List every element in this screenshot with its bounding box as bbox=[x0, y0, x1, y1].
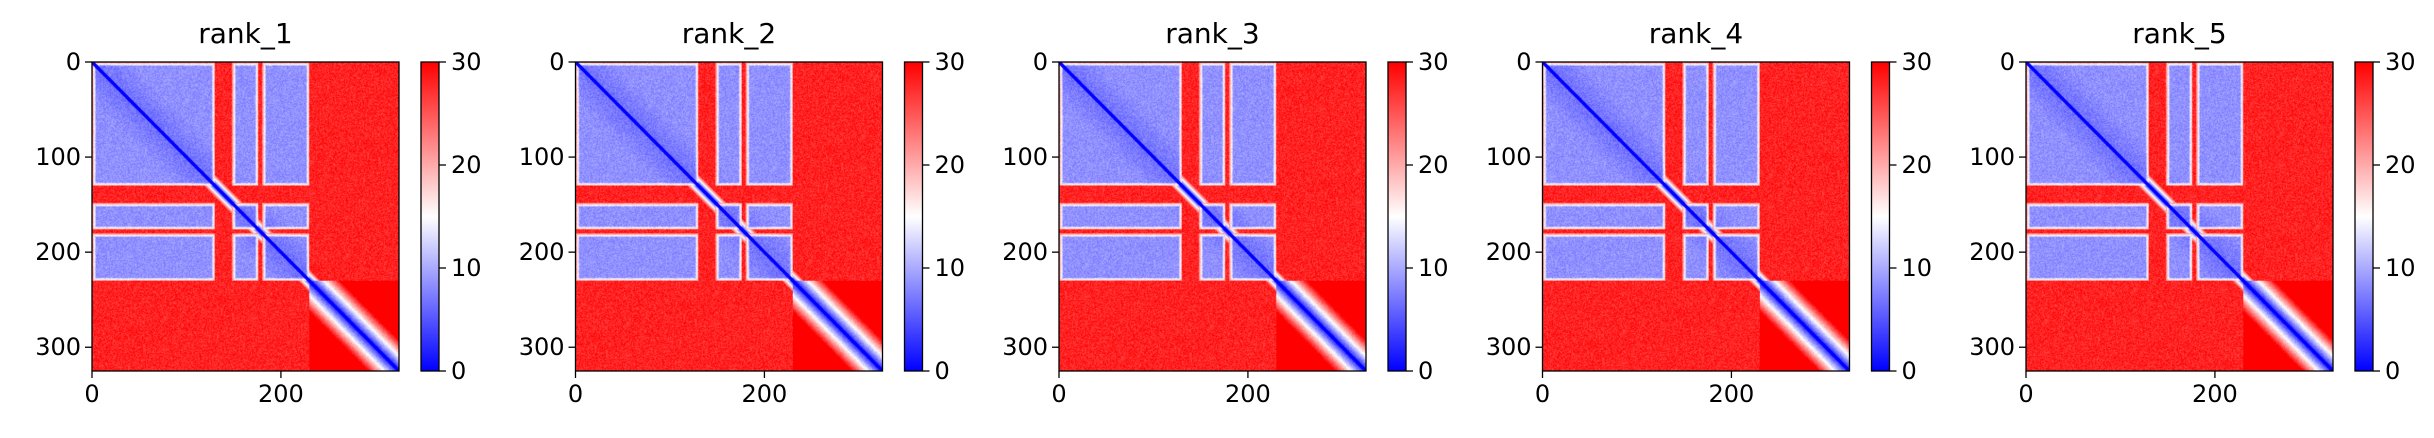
heatmap-image bbox=[92, 62, 399, 371]
heatmap-frame bbox=[574, 61, 884, 372]
heatmap-image bbox=[2026, 62, 2333, 371]
heatmap-image bbox=[1059, 62, 1366, 371]
colorbar-tick-label: 20 bbox=[1902, 151, 1933, 179]
panel-title: rank_5 bbox=[2132, 17, 2226, 50]
y-tick-label: 300 bbox=[1002, 333, 1048, 361]
colorbar bbox=[1387, 61, 1407, 372]
colorbar-tick-label: 0 bbox=[1418, 357, 1433, 385]
y-tick-label: 200 bbox=[1969, 238, 2015, 266]
y-tick-label: 0 bbox=[1033, 48, 1048, 76]
y-tick-label: 300 bbox=[1969, 333, 2015, 361]
colorbar-tick-label: 20 bbox=[1418, 151, 1449, 179]
panel-title: rank_3 bbox=[1165, 17, 1259, 50]
x-tick-label: 0 bbox=[2018, 380, 2033, 408]
y-tick-label: 0 bbox=[2000, 48, 2015, 76]
heatmap-frame bbox=[1541, 61, 1851, 372]
y-tick-label: 100 bbox=[519, 143, 565, 171]
colorbar-tick-label: 30 bbox=[2385, 48, 2416, 76]
panel-title: rank_4 bbox=[1649, 17, 1743, 50]
colorbar-tick-label: 0 bbox=[1902, 357, 1917, 385]
colorbar-tick-label: 30 bbox=[451, 48, 482, 76]
x-tick-label: 200 bbox=[258, 380, 304, 408]
y-tick-label: 300 bbox=[519, 333, 565, 361]
y-tick-label: 100 bbox=[1969, 143, 2015, 171]
y-tick-label: 200 bbox=[35, 238, 81, 266]
y-tick-label: 100 bbox=[35, 143, 81, 171]
y-tick-label: 200 bbox=[1002, 238, 1048, 266]
y-tick-label: 0 bbox=[66, 48, 81, 76]
colorbar-tick-label: 20 bbox=[2385, 151, 2416, 179]
x-tick-label: 200 bbox=[1709, 380, 1755, 408]
colorbar-tick-label: 10 bbox=[451, 254, 482, 282]
y-tick-label: 100 bbox=[1486, 143, 1532, 171]
colorbar-tick-label: 0 bbox=[2385, 357, 2400, 385]
colorbar-tick-label: 20 bbox=[451, 151, 482, 179]
panel-title: rank_2 bbox=[682, 17, 776, 50]
x-tick-label: 0 bbox=[1051, 380, 1066, 408]
colorbar-tick-label: 0 bbox=[451, 357, 466, 385]
colorbar-tick-label: 10 bbox=[1418, 254, 1449, 282]
x-tick-label: 0 bbox=[1535, 380, 1550, 408]
panel-title: rank_1 bbox=[198, 17, 292, 50]
colorbar-tick-label: 30 bbox=[935, 48, 966, 76]
colorbar-tick-label: 10 bbox=[935, 254, 966, 282]
x-tick-label: 0 bbox=[568, 380, 583, 408]
heatmap-frame bbox=[1058, 61, 1367, 372]
y-tick-label: 0 bbox=[549, 48, 564, 76]
colorbar-tick-label: 10 bbox=[2385, 254, 2416, 282]
heatmap-frame bbox=[2025, 61, 2334, 372]
y-tick-label: 300 bbox=[1486, 333, 1532, 361]
y-tick-label: 200 bbox=[1486, 238, 1532, 266]
colorbar bbox=[420, 61, 440, 372]
colorbar bbox=[903, 61, 924, 372]
y-tick-label: 100 bbox=[1002, 143, 1048, 171]
y-tick-label: 200 bbox=[519, 238, 565, 266]
colorbar-tick-label: 30 bbox=[1418, 48, 1449, 76]
colorbar-tick-label: 10 bbox=[1902, 254, 1933, 282]
heatmap-image bbox=[575, 62, 883, 371]
y-tick-label: 0 bbox=[1516, 48, 1531, 76]
x-tick-label: 0 bbox=[84, 380, 99, 408]
heatmap-image bbox=[1542, 62, 1850, 371]
x-tick-label: 200 bbox=[742, 380, 788, 408]
colorbar-tick-label: 30 bbox=[1902, 48, 1933, 76]
heatmap-frame bbox=[91, 61, 400, 372]
colorbar bbox=[2354, 61, 2374, 372]
colorbar-tick-label: 20 bbox=[935, 151, 966, 179]
colorbar-tick-label: 0 bbox=[935, 357, 950, 385]
colorbar bbox=[1870, 61, 1891, 372]
y-tick-label: 300 bbox=[35, 333, 81, 361]
x-tick-label: 200 bbox=[2192, 380, 2238, 408]
x-tick-label: 200 bbox=[1225, 380, 1271, 408]
